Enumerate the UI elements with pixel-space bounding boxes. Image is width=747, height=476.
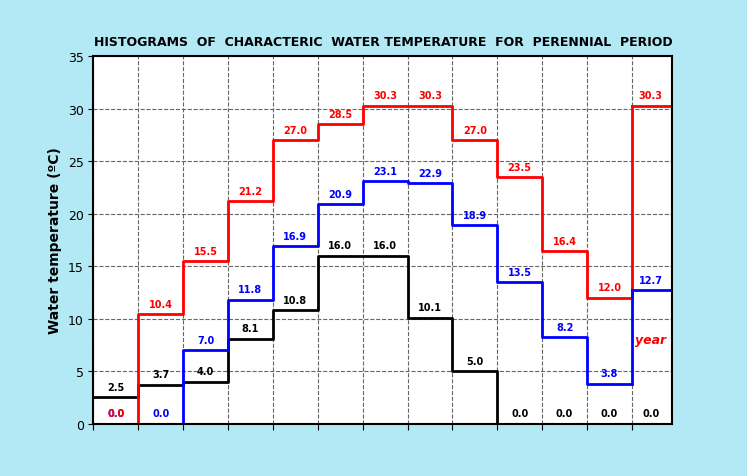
Y-axis label: Water temperature (ºC): Water temperature (ºC): [49, 147, 62, 334]
Text: 22.9: 22.9: [418, 169, 442, 178]
Text: 0.0: 0.0: [107, 408, 125, 418]
Text: 0.0: 0.0: [601, 408, 618, 418]
Text: 16.4: 16.4: [553, 237, 577, 247]
Text: 16.0: 16.0: [373, 241, 397, 251]
Text: 7.0: 7.0: [197, 335, 214, 345]
Text: 30.3: 30.3: [418, 91, 442, 101]
Text: 10.4: 10.4: [149, 299, 173, 309]
Text: 0.0: 0.0: [556, 408, 573, 418]
Text: 3.8: 3.8: [601, 368, 619, 378]
Text: year: year: [635, 333, 666, 347]
Text: 0.0: 0.0: [152, 408, 170, 418]
Text: 30.3: 30.3: [639, 91, 663, 101]
Text: 2.5: 2.5: [107, 382, 125, 392]
Text: 27.0: 27.0: [463, 126, 487, 136]
Text: 18.9: 18.9: [463, 210, 487, 220]
Title: HISTOGRAMS  OF  CHARACTERIC  WATER TEMPERATURE  FOR  PERENNIAL  PERIOD: HISTOGRAMS OF CHARACTERIC WATER TEMPERAT…: [93, 36, 672, 49]
Text: 28.5: 28.5: [328, 110, 353, 120]
Text: 16.0: 16.0: [328, 241, 352, 251]
Text: 10.1: 10.1: [418, 303, 442, 313]
Text: 16.9: 16.9: [283, 231, 307, 241]
Text: 4.0: 4.0: [197, 367, 214, 377]
Text: 3.7: 3.7: [152, 370, 170, 380]
Text: 12.7: 12.7: [639, 276, 663, 286]
Text: 5.0: 5.0: [466, 356, 483, 366]
Text: 23.1: 23.1: [373, 167, 397, 177]
Text: 8.1: 8.1: [242, 324, 259, 334]
Text: 0.0: 0.0: [642, 408, 660, 418]
Text: 15.5: 15.5: [193, 246, 217, 256]
Text: 12.0: 12.0: [598, 283, 622, 293]
Text: 21.2: 21.2: [238, 187, 262, 197]
Text: 20.9: 20.9: [328, 189, 352, 199]
Text: 23.5: 23.5: [508, 162, 532, 172]
Text: 0.0: 0.0: [511, 408, 528, 418]
Text: 13.5: 13.5: [508, 267, 532, 277]
Text: 27.0: 27.0: [283, 126, 307, 136]
Text: 0.0: 0.0: [107, 408, 125, 418]
Text: 11.8: 11.8: [238, 285, 262, 295]
Text: 10.8: 10.8: [283, 295, 307, 305]
Text: 8.2: 8.2: [556, 323, 573, 333]
Text: 30.3: 30.3: [373, 91, 397, 101]
